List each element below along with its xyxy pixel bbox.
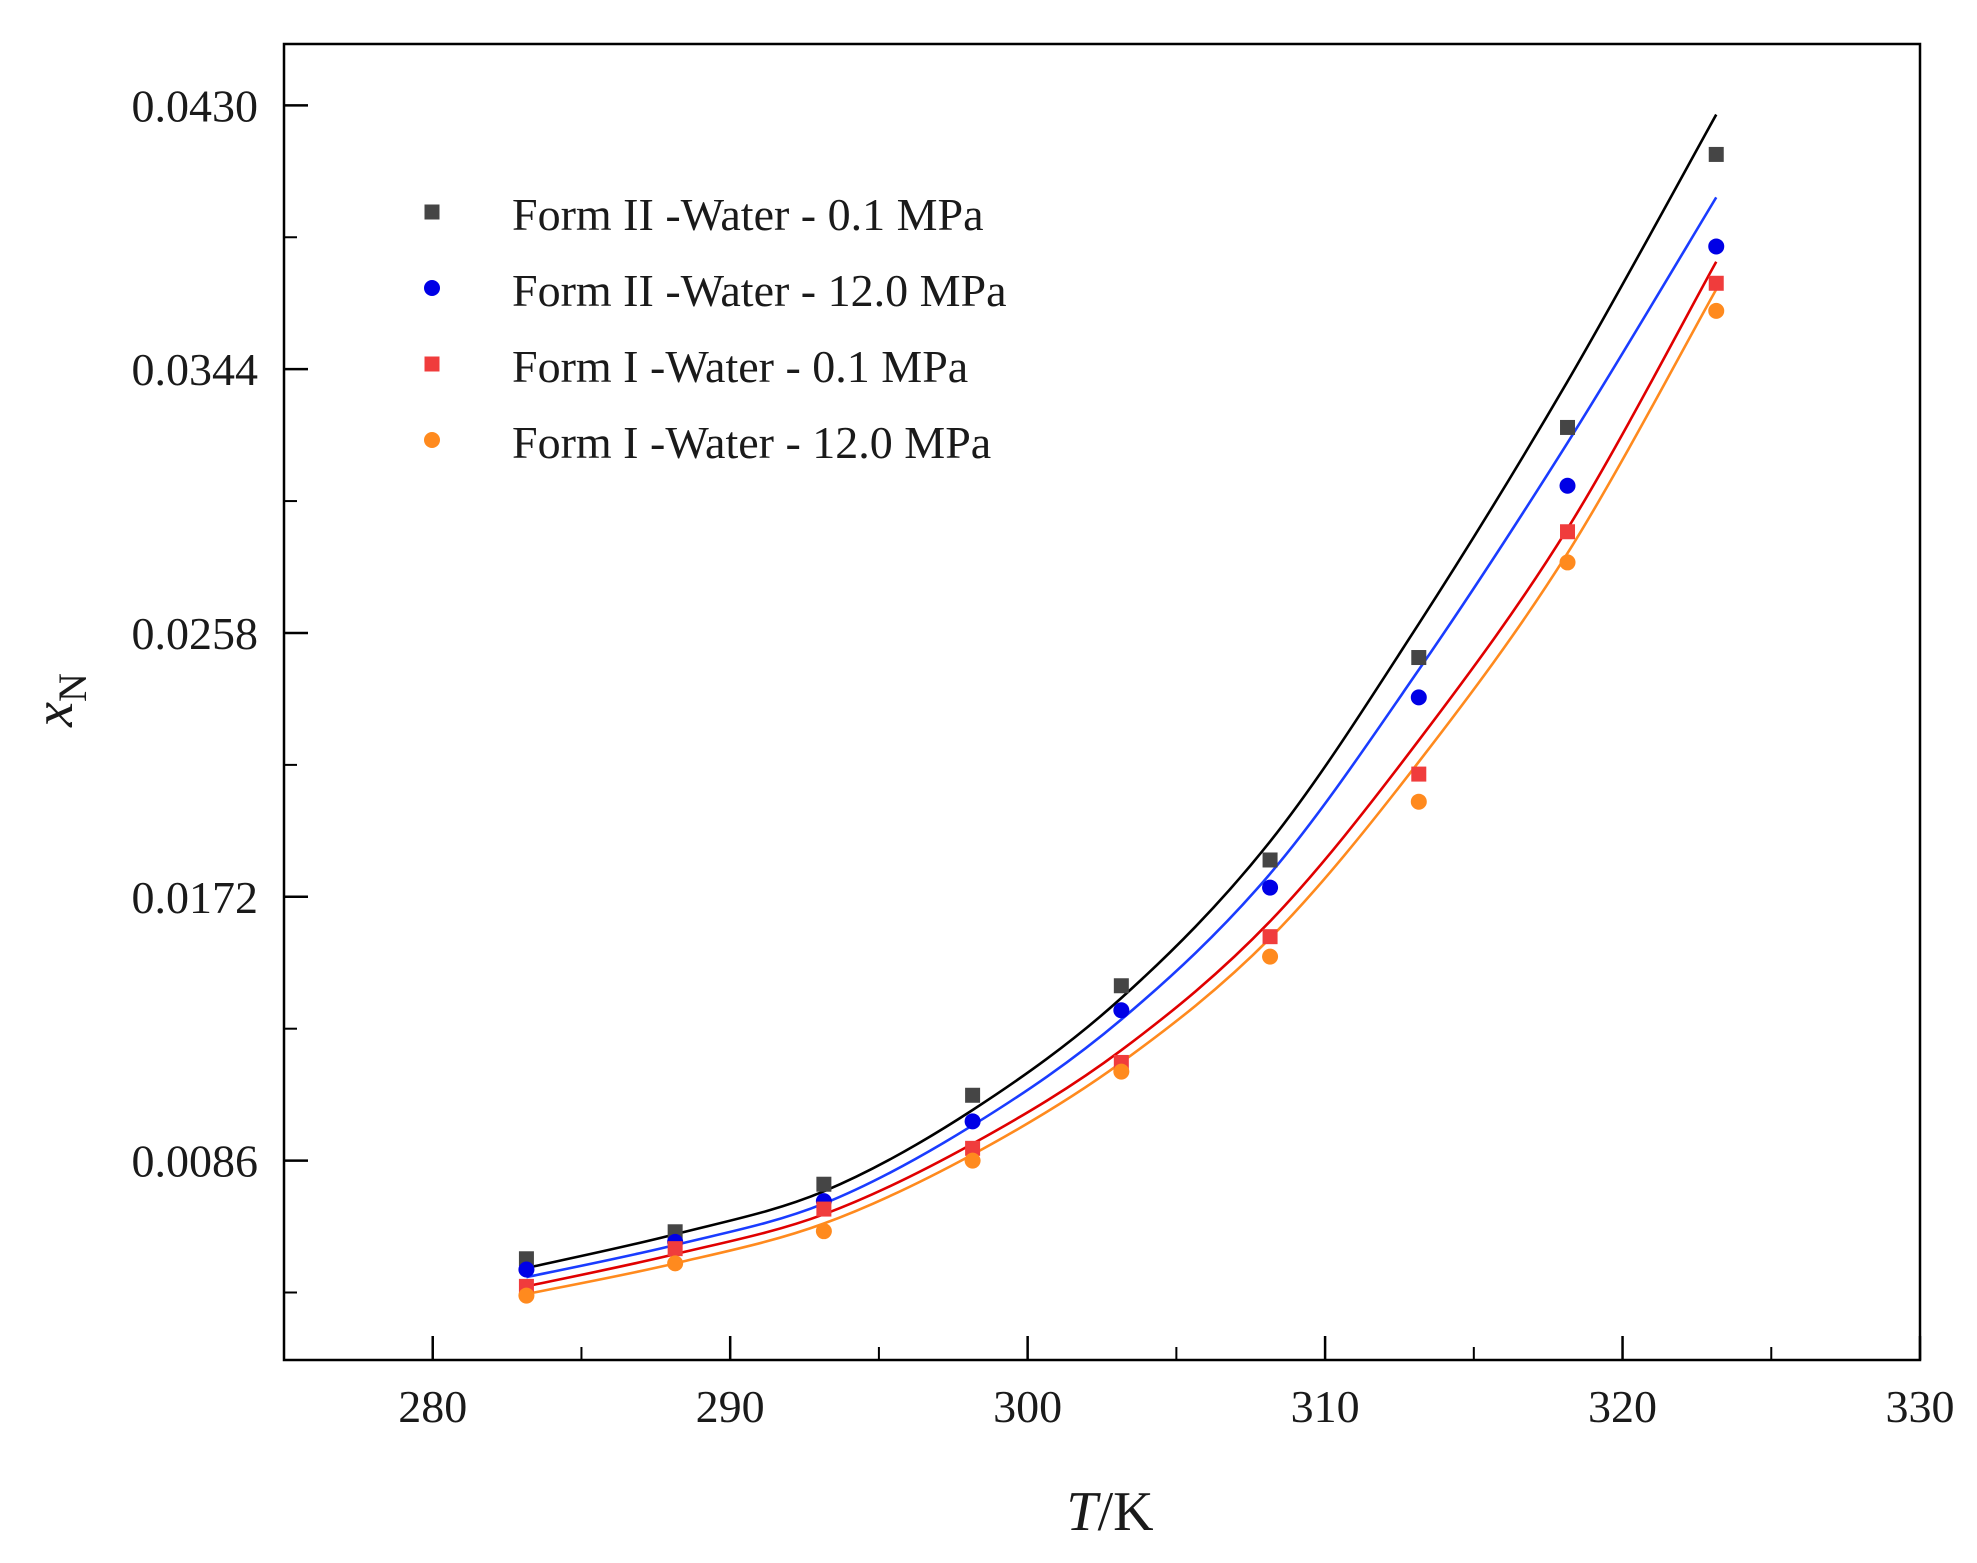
plot-frame	[282, 42, 1922, 1362]
data-point-series-2	[1708, 238, 1725, 255]
fit-curve-series-4	[526, 288, 1718, 1296]
y-tick-label: 0.0344	[132, 344, 259, 395]
y-tick-label: 0.0172	[132, 872, 259, 923]
fit-curve-series-3	[526, 261, 1718, 1288]
x-tick-label: 290	[696, 1381, 765, 1432]
data-point-series-2	[1410, 689, 1427, 706]
data-point-series-3	[667, 1241, 683, 1257]
data-point-series-3	[965, 1140, 981, 1156]
x-tick-label: 300	[993, 1381, 1062, 1432]
data-point-series-4	[667, 1255, 684, 1272]
tick-labels: 280 290 300 310 320 330 0.0086 0.0172 0.0258 0.03…	[132, 80, 1955, 1432]
data-point-series-4	[1262, 948, 1279, 965]
data-point-series-3	[1262, 929, 1278, 945]
fit-curve-series-1	[526, 113, 1718, 1270]
y-tick-label: 0.0086	[132, 1136, 259, 1187]
data-point-series-4	[518, 1287, 535, 1304]
data-point-series-2	[1559, 477, 1576, 494]
data-point-series-2	[1113, 1002, 1130, 1019]
data-point-series-2	[1262, 879, 1279, 896]
data-point-series-4	[1559, 554, 1576, 571]
data-point-series-4	[964, 1152, 981, 1169]
x-tick-label: 320	[1588, 1381, 1657, 1432]
x-tick-label: 310	[1291, 1381, 1360, 1432]
x-axis-title-unit: /K	[1098, 1481, 1154, 1543]
fit-curve-series-2	[526, 196, 1718, 1279]
legend-marker-series-2	[424, 280, 440, 296]
data-point-series-4	[815, 1223, 832, 1240]
y-axis-title-variable: x	[23, 702, 85, 728]
data-point-series-1	[1708, 146, 1724, 162]
x-axis-title: T/K	[1066, 1481, 1153, 1543]
legend-marker-series-4	[424, 432, 440, 448]
fit-curves	[526, 113, 1718, 1296]
x-tick-label: 330	[1886, 1381, 1955, 1432]
data-markers	[518, 146, 1725, 1304]
y-axis-title-subscript: N	[50, 673, 95, 702]
x-tick-label: 280	[398, 1381, 467, 1432]
legend-label-series-3: Form I -Water - 0.1 MPa	[512, 341, 968, 392]
data-point-series-3	[1411, 766, 1427, 782]
data-point-series-3	[816, 1201, 832, 1217]
legend-label-series-4: Form I -Water - 12.0 MPa	[512, 417, 991, 468]
data-point-series-1	[1560, 419, 1576, 435]
data-point-series-3	[1708, 275, 1724, 291]
legend-label-series-2: Form II -Water - 12.0 MPa	[512, 265, 1007, 316]
legend-marker-series-3	[424, 356, 440, 372]
data-point-series-1	[816, 1176, 832, 1192]
data-point-series-1	[1113, 978, 1129, 994]
y-tick-label: 0.0258	[132, 608, 259, 659]
data-point-series-2	[518, 1261, 535, 1278]
y-tick-label: 0.0430	[132, 80, 259, 131]
legend-marker-series-1	[424, 204, 440, 220]
data-point-series-3	[1560, 524, 1576, 540]
data-point-series-4	[1113, 1063, 1130, 1080]
legend: Form II -Water - 0.1 MPa Form II -Water -…	[424, 189, 1007, 468]
legend-label-series-1: Form II -Water - 0.1 MPa	[512, 189, 984, 240]
x-axis-title-variable: T	[1066, 1481, 1101, 1543]
data-point-series-4	[1708, 302, 1725, 319]
data-point-series-2	[964, 1113, 981, 1130]
data-point-series-1	[1411, 650, 1427, 666]
y-axis-title: xN	[23, 673, 95, 728]
data-point-series-1	[965, 1087, 981, 1103]
data-point-series-4	[1410, 793, 1427, 810]
data-point-series-1	[1262, 852, 1278, 868]
